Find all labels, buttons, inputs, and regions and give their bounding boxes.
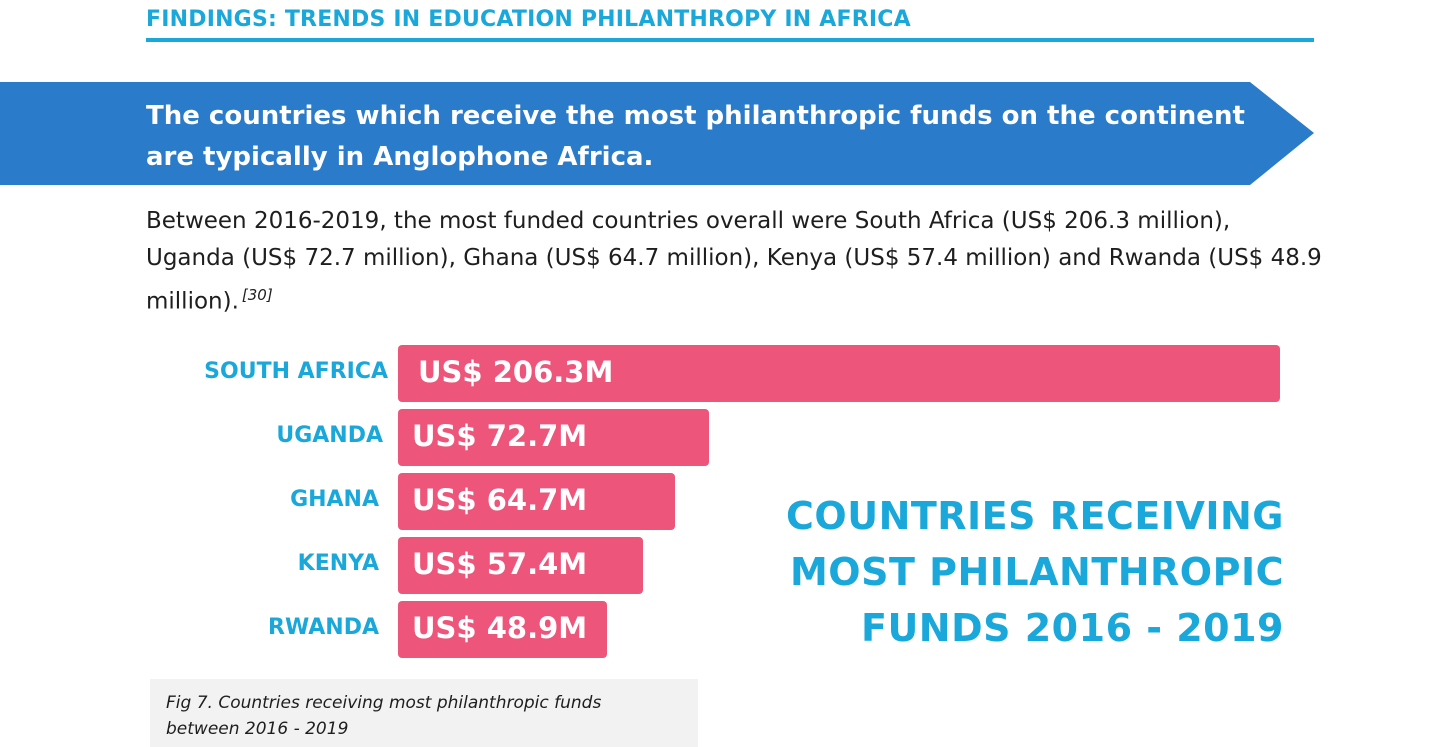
bar-category-label: SOUTH AFRICA (204, 359, 388, 384)
highlight-banner (0, 82, 1314, 185)
bar-south-africa (398, 345, 1280, 402)
section-divider (146, 38, 1314, 42)
bar-kenya (398, 537, 643, 594)
body-paragraph: Between 2016-2019, the most funded count… (146, 203, 1326, 321)
body-text: Between 2016-2019, the most funded count… (146, 208, 1322, 315)
banner-text: The countries which receive the most phi… (146, 96, 1246, 178)
bar-value-label: US$ 72.7M (412, 419, 588, 453)
chart-title-line-1: COUNTRIES RECEIVING (786, 494, 1284, 538)
banner-line-1: The countries which receive the most phi… (146, 101, 1245, 131)
chart-title: COUNTRIES RECEIVING MOST PHILANTHROPIC F… (760, 488, 1284, 656)
bar-category-label: GHANA (290, 487, 379, 512)
chart-title-line-3: FUNDS 2016 - 2019 (860, 606, 1284, 650)
caption-line-1: Fig 7. Countries receiving most philanth… (166, 693, 602, 713)
bar-uganda (398, 409, 709, 466)
banner-line-2: are typically in Anglophone Africa. (146, 142, 654, 172)
bar-category-label: RWANDA (268, 615, 379, 640)
bar-value-label: US$ 48.9M (412, 611, 588, 645)
caption-line-2: between 2016 - 2019 (166, 719, 349, 739)
figure-caption-box (150, 679, 698, 747)
bar-ghana (398, 473, 675, 530)
bar-value-label: US$ 206.3M (418, 355, 614, 389)
chart-title-line-2: MOST PHILANTHROPIC (789, 550, 1284, 594)
bar-category-label: UGANDA (276, 423, 383, 448)
figure-caption: Fig 7. Countries receiving most philanth… (166, 690, 686, 742)
section-title: FINDINGS: TRENDS IN EDUCATION PHILANTHRO… (146, 7, 911, 32)
bar-value-label: US$ 57.4M (412, 547, 588, 581)
bar-rwanda (398, 601, 607, 658)
bar-value-label: US$ 64.7M (412, 483, 588, 517)
bar-category-label: KENYA (297, 551, 379, 576)
footnote-ref[interactable]: [30] (241, 286, 273, 304)
